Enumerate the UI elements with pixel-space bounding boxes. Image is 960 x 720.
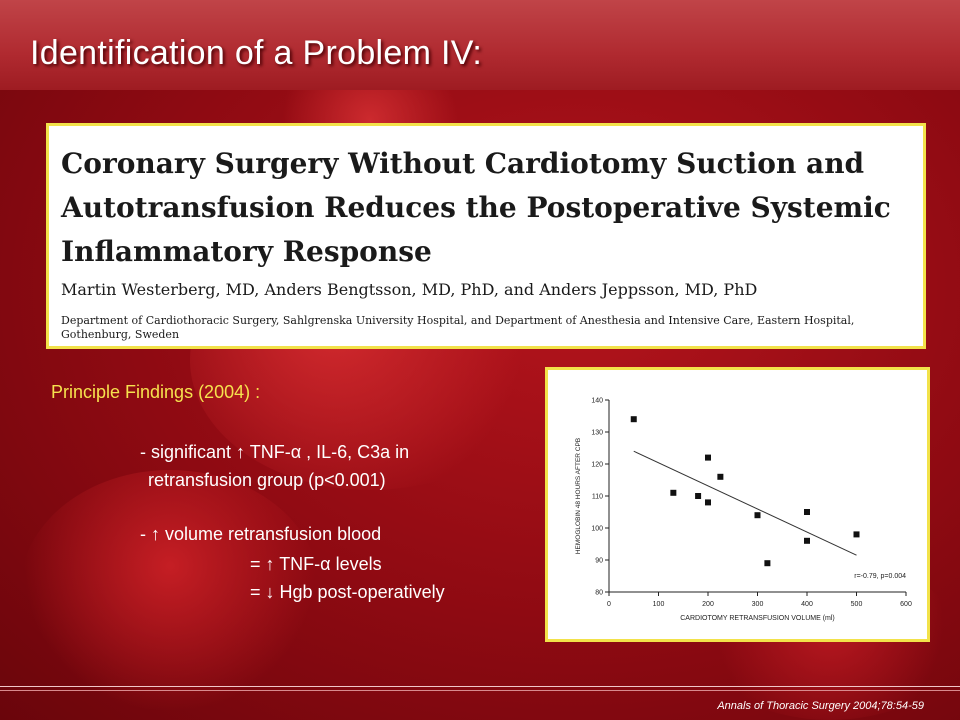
data-point [695,493,702,499]
scatter-chart: 0 100 200 300 400 500 600 80 90 100 110 120 130 140 CA… [545,367,930,642]
finding-line-1: - significant ↑ TNF-α , IL-6, C3a in [140,442,410,462]
finding-line-4: = ↑ TNF-α levels [250,554,382,574]
y-tick-label: 100 [591,526,603,533]
x-axis-label: CARDIOTOMY RETRANSFUSION VOLUME (ml) [680,615,835,622]
y-tick-label: 80 [595,590,603,597]
x-tick-label: 400 [801,601,813,608]
data-point [717,473,724,480]
title-band: Identification of a Problem IV: [0,0,960,90]
x-tick-label: 200 [702,601,714,608]
finding-line-5: = ↓ Hgb post-operatively [250,582,445,602]
data-point [630,416,637,423]
x-tick-label: 100 [653,601,665,608]
paper-title: Coronary Surgery Without Cardiotomy Suct… [61,147,891,268]
paper-affiliation: Department of Cardiothoracic Surgery, Sa… [61,314,855,341]
finding-line-2: retransfusion group (p<0.001) [148,470,386,490]
correlation-annotation: r=-0.79, p=0.004 [854,573,906,580]
y-tick-label: 90 [595,558,603,565]
paper-authors: Martin Westerberg, MD, Anders Bengtsson,… [61,280,758,299]
trend-line [633,450,857,556]
data-point [705,454,711,461]
data-point [804,537,810,544]
data-point [670,489,677,496]
y-tick-label: 140 [591,398,603,405]
x-tick-label: 600 [900,601,912,608]
data-point [804,509,810,515]
x-tick-label: 300 [752,601,764,608]
paper-header-image: Coronary Surgery Without Cardiotomy Suct… [46,123,926,349]
findings-heading: Principle Findings (2004) : [51,382,261,402]
data-point [754,512,761,519]
x-tick-label: 0 [607,601,611,608]
data-point [764,560,771,567]
y-tick-label: 120 [591,462,603,469]
y-tick-label: 130 [591,430,603,437]
data-point [853,531,860,538]
y-tick-label: 110 [592,494,603,501]
footer-divider [0,690,960,691]
finding-line-3: - ↑ volume retransfusion blood [140,524,382,544]
x-tick-label: 500 [851,601,863,608]
y-axis-label: HEMOGLOBIN 48 HOURS AFTER CPB [575,438,582,554]
chart-svg: 0 100 200 300 400 500 600 80 90 100 110 120 130 140 CA… [575,398,912,623]
slide-title: Identification of a Problem IV: [30,34,483,72]
data-point [705,499,711,506]
footer-divider [0,686,960,687]
citation: Annals of Thoracic Surgery 2004;78:54-59 [717,700,924,712]
